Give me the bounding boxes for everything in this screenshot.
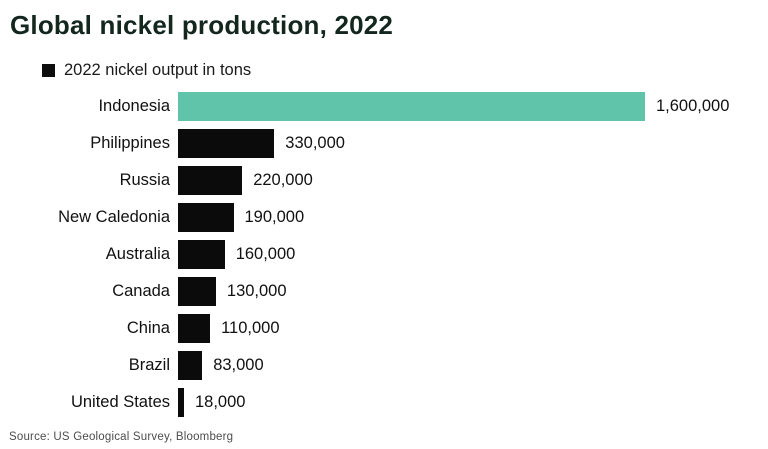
category-label: Russia <box>119 171 170 189</box>
value-label: 330,000 <box>285 134 345 152</box>
bar-new-caledonia <box>178 203 234 232</box>
legend-label: 2022 nickel output in tons <box>64 60 252 79</box>
legend: 2022 nickel output in tons <box>42 60 768 80</box>
category-label: New Caledonia <box>58 208 170 226</box>
chart-row: Canada 130,000 <box>0 273 768 310</box>
bar-philippines <box>178 129 275 158</box>
chart-row: Brazil 83,000 <box>0 347 768 384</box>
chart-row: United States 18,000 <box>0 384 768 421</box>
value-label: 220,000 <box>253 171 313 189</box>
bar-russia <box>178 166 243 195</box>
category-label: Canada <box>112 282 170 300</box>
category-label: United States <box>70 393 170 411</box>
category-label: Australia <box>105 245 170 263</box>
legend-swatch-icon <box>42 63 55 77</box>
value-label: 83,000 <box>213 356 264 374</box>
chart-row: Indonesia 1,600,000 <box>0 88 768 125</box>
bar-united-states <box>178 388 184 417</box>
value-label: 110,000 <box>221 319 280 337</box>
chart-title: Global nickel production, 2022 <box>10 10 394 40</box>
chart-row: New Caledonia 190,000 <box>0 199 768 236</box>
bar-chart-rows: Indonesia 1,600,000 Philippines 330,000 Russ… <box>0 88 768 421</box>
bar-brazil <box>178 351 203 380</box>
category-label: Brazil <box>128 356 170 374</box>
chart-row: Russia 220,000 <box>0 162 768 199</box>
bar-china <box>178 314 211 343</box>
category-label: China <box>126 319 170 337</box>
value-label: 190,000 <box>244 208 305 226</box>
value-label: 160,000 <box>235 245 296 263</box>
bar-indonesia <box>178 92 645 121</box>
source-attribution: Source: US Geological Survey, Bloomberg <box>9 431 234 443</box>
chart-row: Australia 160,000 <box>0 236 768 273</box>
bar-australia <box>178 240 225 269</box>
value-label: 1,600,000 <box>656 97 730 115</box>
bar-canada <box>178 277 216 306</box>
category-label: Philippines <box>90 134 170 152</box>
value-label: 130,000 <box>226 282 287 300</box>
category-label: Indonesia <box>98 97 170 115</box>
chart-row: China 110,000 <box>0 310 768 347</box>
value-label: 18,000 <box>195 393 246 411</box>
chart-row: Philippines 330,000 <box>0 125 768 162</box>
